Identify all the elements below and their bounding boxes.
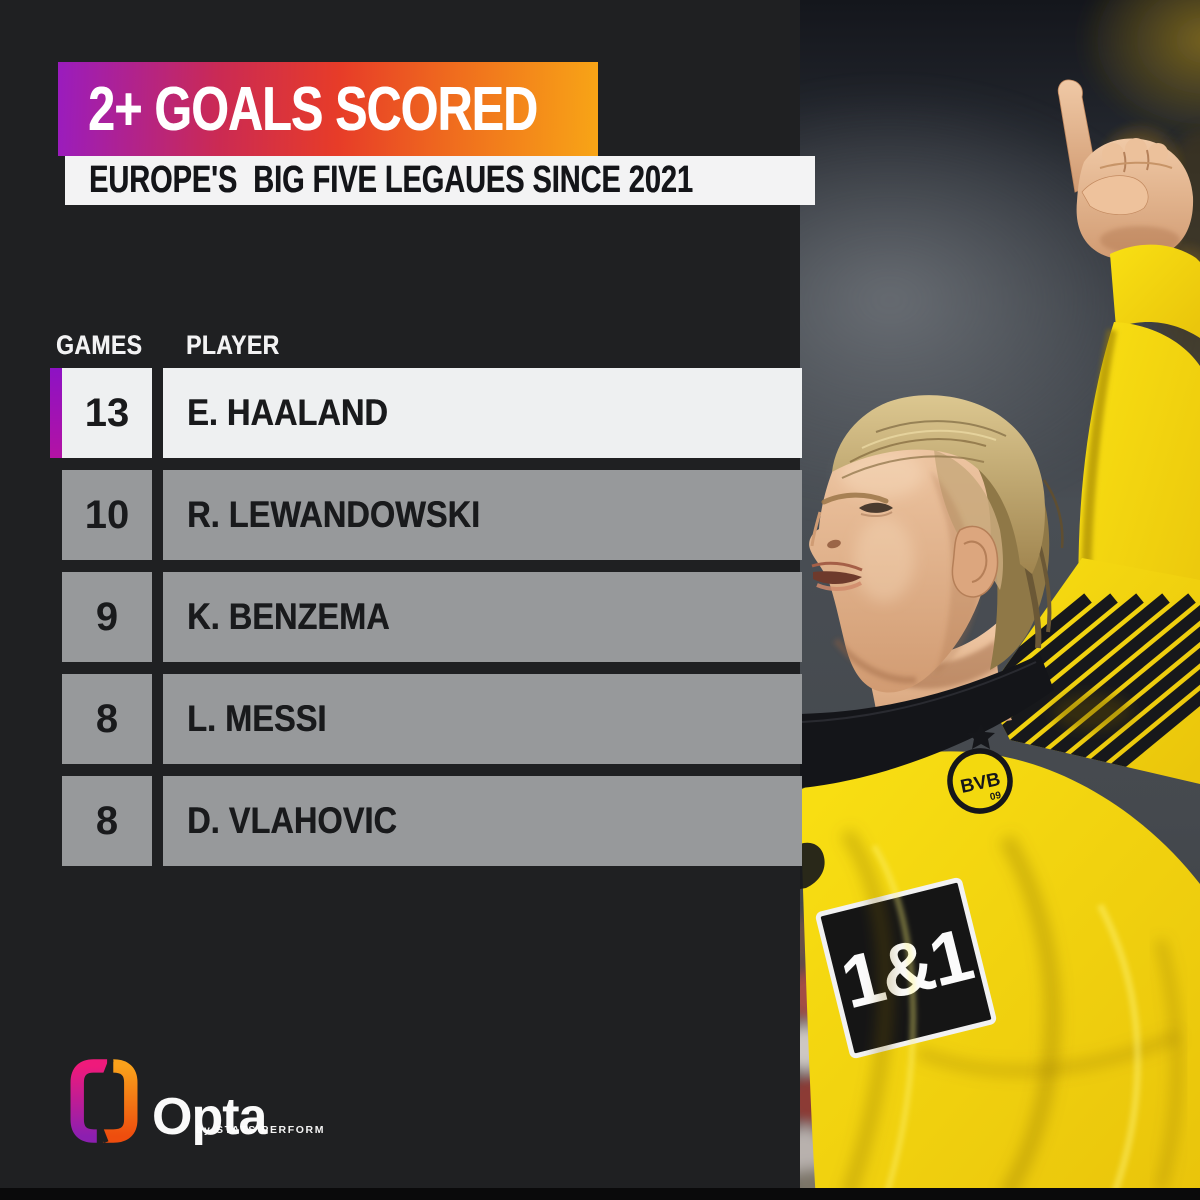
thumb	[1081, 175, 1149, 215]
games-cell: 13	[62, 368, 152, 458]
page-subtitle: EUROPE'S BIG FIVE LEGAUES SINCE 2021	[89, 159, 693, 201]
brand-wordmark: Opta	[152, 1088, 267, 1146]
player-name: R. LEWANDOWSKI	[187, 494, 481, 535]
player-name: L. MESSI	[187, 698, 327, 739]
table-row-haaland: 13 E. HAALAND	[0, 368, 802, 458]
bottom-bar	[0, 1188, 1200, 1200]
brand-subtext: by STATS PERFORM	[196, 1124, 326, 1136]
player-cell: R. LEWANDOWSKI	[163, 470, 802, 560]
games-value: 8	[95, 798, 119, 843]
head	[809, 395, 1064, 693]
column-header-games: GAMES	[56, 330, 143, 360]
games-cell: 8	[62, 776, 152, 866]
raised-hand	[1057, 79, 1194, 260]
player-name: D. VLAHOVIC	[187, 800, 397, 841]
player-name: E. HAALAND	[187, 392, 388, 433]
games-value: 10	[84, 492, 130, 537]
crest-year: 09	[989, 790, 1003, 803]
mouth	[813, 571, 862, 585]
sponsor-patch: 1&1	[815, 877, 997, 1059]
jersey-folds	[840, 827, 1182, 1200]
player-cell: D. VLAHOVIC	[163, 776, 802, 866]
table-row-messi: 8 L. MESSI	[0, 674, 802, 764]
player-cell: K. BENZEMA	[163, 572, 802, 662]
opta-logo-icon	[70, 1058, 138, 1144]
championship-star-icon	[967, 723, 995, 749]
column-header-player: PLAYER	[186, 330, 280, 360]
jersey-torso	[800, 751, 1200, 1200]
table-row-vlahovic: 8 D. VLAHOVIC	[0, 776, 802, 866]
puma-logo-icon	[800, 842, 825, 889]
player-name: K. BENZEMA	[187, 596, 390, 637]
haaland-photo: BVB 09 1&1	[800, 0, 1200, 1200]
bvb-crest-icon: BVB 09	[947, 748, 1013, 814]
ear	[951, 525, 999, 598]
haaland-photo-illustration: BVB 09 1&1	[800, 0, 1200, 1200]
jersey-collar	[800, 654, 1054, 788]
games-value: 8	[95, 696, 119, 741]
highlight-accent-bar	[50, 368, 62, 458]
games-value: 13	[84, 390, 130, 435]
table-row-benzema: 9 K. BENZEMA	[0, 572, 802, 662]
games-cell: 9	[62, 572, 152, 662]
title-banner: 2+ GOALS SCORED	[58, 62, 598, 156]
table-row-lewandowski: 10 R. LEWANDOWSKI	[0, 470, 802, 560]
games-value: 9	[95, 594, 119, 639]
nose	[810, 511, 822, 547]
eyebrow	[821, 492, 889, 505]
games-cell: 8	[62, 674, 152, 764]
games-cell: 10	[62, 470, 152, 560]
player-cell: L. MESSI	[163, 674, 802, 764]
player-cell: E. HAALAND	[163, 368, 802, 458]
page-title: 2+ GOALS SCORED	[88, 74, 538, 144]
subtitle-banner: EUROPE'S BIG FIVE LEGAUES SINCE 2021	[65, 156, 815, 205]
eye	[859, 502, 893, 513]
